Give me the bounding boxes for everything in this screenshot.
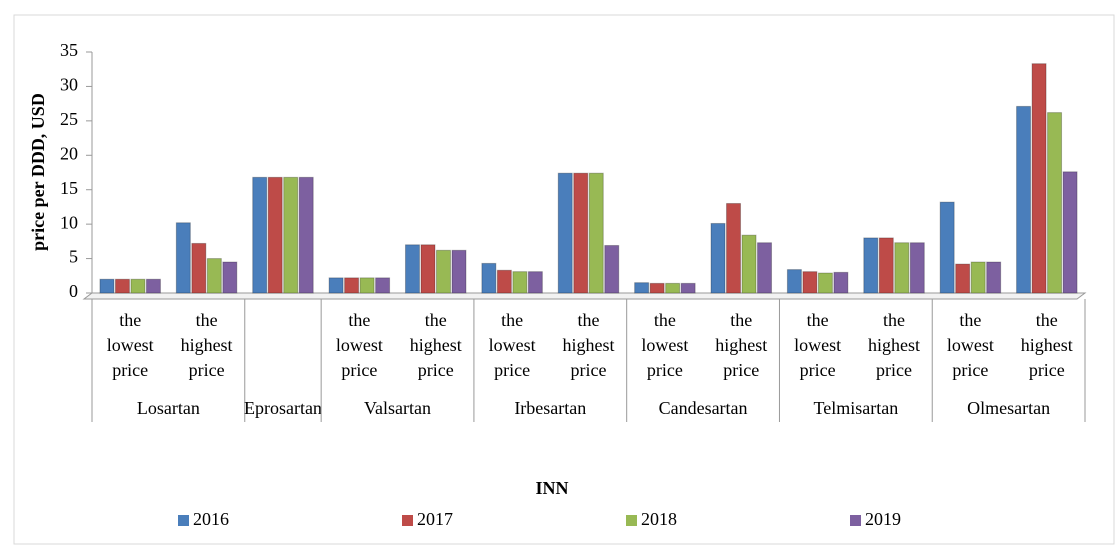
floor	[82, 292, 1087, 300]
y-tick-label: 35	[60, 40, 78, 60]
legend-swatch	[626, 515, 637, 526]
bar	[527, 271, 543, 294]
bar	[634, 282, 650, 294]
legend-label: 2018	[641, 509, 677, 529]
x-axis-title: INN	[535, 478, 568, 498]
bar	[649, 282, 665, 294]
bar	[99, 278, 115, 294]
bar	[512, 271, 528, 294]
bar	[710, 222, 726, 294]
y-tick-label: 20	[60, 143, 78, 163]
bar	[1016, 105, 1032, 294]
bar	[1031, 63, 1047, 294]
bar	[191, 242, 207, 294]
legend-label: 2017	[417, 509, 453, 529]
bar	[939, 201, 955, 294]
bar	[145, 278, 161, 294]
bar	[726, 202, 742, 294]
bar	[557, 172, 573, 294]
bar	[404, 244, 420, 294]
bar	[665, 282, 681, 294]
bar	[1047, 112, 1063, 294]
bar	[252, 176, 268, 294]
bar	[130, 278, 146, 294]
bar	[909, 242, 925, 294]
legend-swatch	[178, 515, 189, 526]
group-label: Irbesartan	[514, 398, 586, 418]
bar	[1062, 171, 1078, 294]
bar	[955, 263, 971, 294]
group-label: Losartan	[137, 398, 200, 418]
x-tick-label: the lowest price	[641, 310, 688, 380]
bar	[802, 271, 818, 294]
group-label: Telmisartan	[813, 398, 898, 418]
y-axis-title: price per DDD, USD	[28, 93, 48, 251]
x-tick-label: the lowest price	[794, 310, 841, 380]
bar	[573, 172, 589, 294]
legend-swatch	[850, 515, 861, 526]
bar	[970, 261, 986, 294]
x-tick-label: the lowest price	[489, 310, 536, 380]
y-tick-label: 10	[60, 212, 78, 232]
x-tick-label: the highest price	[410, 310, 462, 380]
bar	[267, 176, 283, 294]
bar	[375, 277, 391, 294]
x-tick-label: the highest price	[1021, 310, 1073, 380]
group-label: Candesartan	[659, 398, 748, 418]
y-tick-label: 5	[69, 247, 78, 267]
y-tick-label: 15	[60, 178, 78, 198]
bar	[222, 261, 238, 294]
legend-label: 2019	[865, 509, 901, 529]
bar	[481, 262, 497, 294]
bar	[175, 222, 191, 294]
x-tick-label: the highest price	[715, 310, 767, 380]
bar	[420, 244, 436, 294]
y-tick-label: 25	[60, 109, 78, 129]
bar	[344, 277, 360, 294]
bar	[496, 269, 512, 294]
bar	[283, 176, 299, 294]
bar	[435, 249, 451, 294]
x-tick-label: the highest price	[868, 310, 920, 380]
bar	[817, 272, 833, 294]
bar	[786, 269, 802, 294]
bar	[878, 237, 894, 294]
bar	[114, 278, 130, 294]
bar	[359, 277, 375, 294]
legend-label: 2016	[193, 509, 229, 529]
bar	[680, 282, 696, 294]
bar	[757, 242, 773, 294]
bar	[741, 234, 757, 294]
bar	[986, 261, 1002, 294]
bar	[863, 237, 879, 294]
bar	[894, 242, 910, 294]
group-label: Eprosartan	[244, 398, 322, 418]
bar	[588, 172, 604, 294]
x-tick-label: the lowest price	[947, 310, 994, 380]
x-tick-label: the lowest price	[107, 310, 154, 380]
x-tick-label: the lowest price	[336, 310, 383, 380]
bar	[604, 244, 620, 294]
group-label: Valsartan	[364, 398, 431, 418]
chart-frame	[13, 14, 1115, 545]
x-tick-label: the highest price	[563, 310, 615, 380]
legend-swatch	[402, 515, 413, 526]
y-tick-label: 0	[69, 281, 78, 301]
bar	[328, 277, 344, 294]
bar	[451, 249, 467, 294]
bar	[298, 176, 314, 294]
y-tick-label: 30	[60, 75, 78, 95]
x-tick-label: the highest price	[181, 310, 233, 380]
bar	[206, 258, 222, 294]
bar	[833, 271, 849, 294]
group-label: Olmesartan	[967, 398, 1050, 418]
